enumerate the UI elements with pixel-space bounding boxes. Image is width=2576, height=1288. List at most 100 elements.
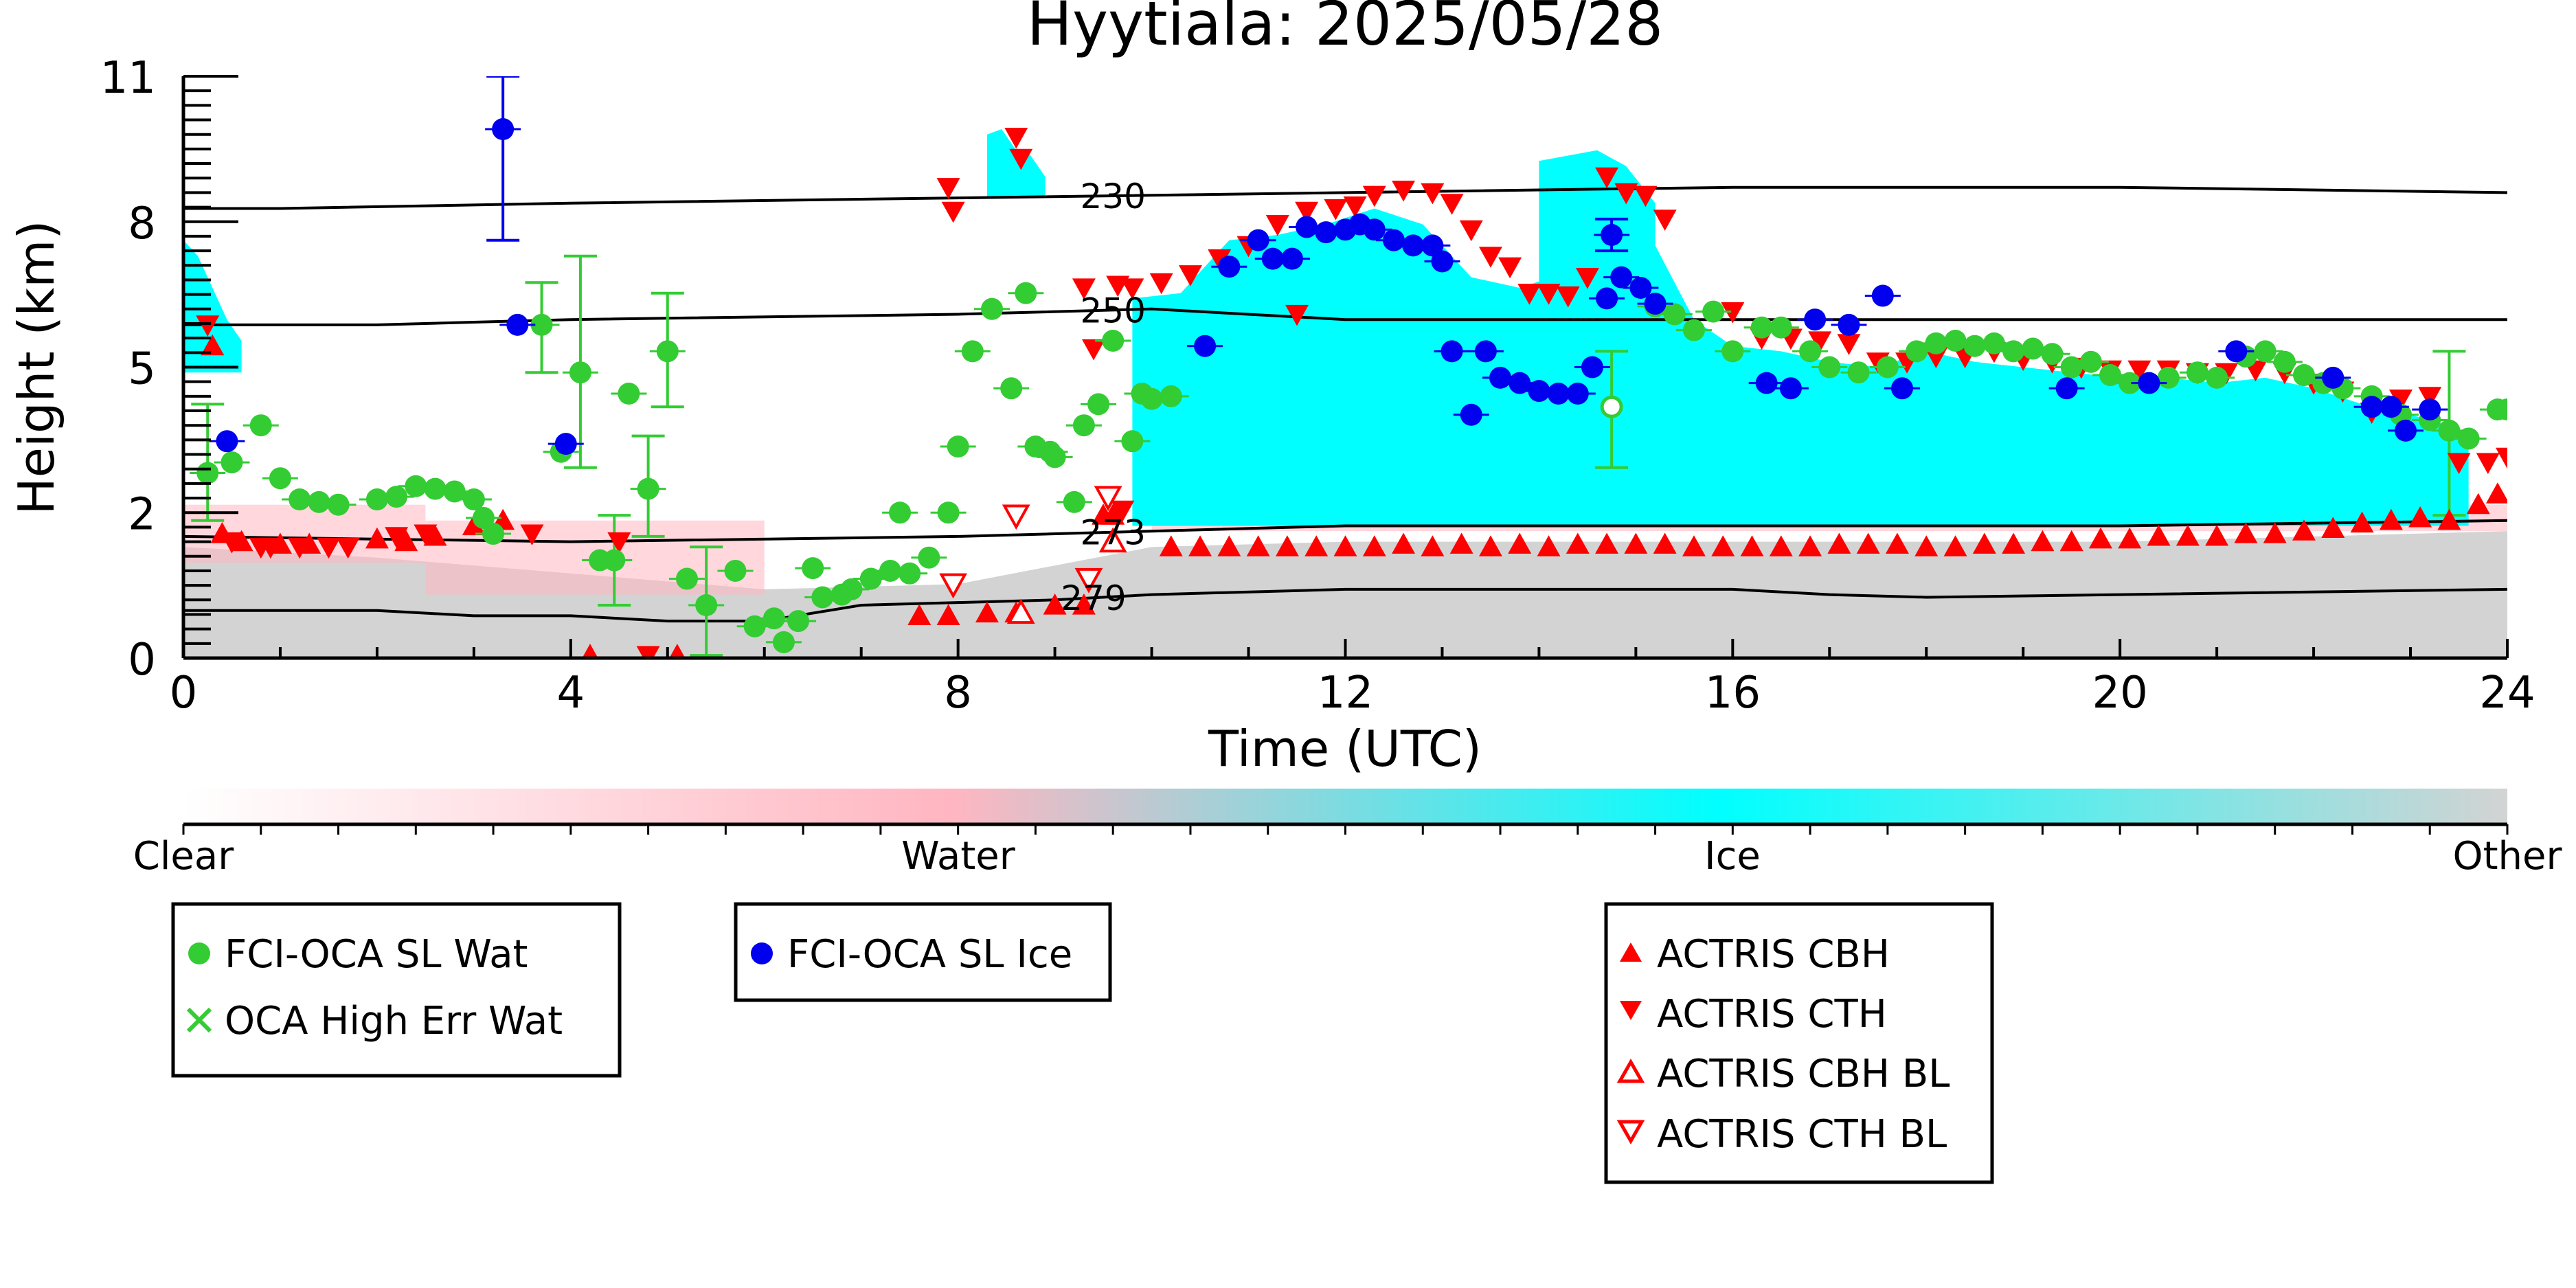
- data-point: [2457, 427, 2480, 450]
- legend-actris-cbh-bl-marker: [1616, 1058, 1645, 1083]
- data-point: [2496, 447, 2507, 469]
- data-point: [1421, 234, 1444, 257]
- data-point: [1489, 366, 1512, 389]
- data-point: [2388, 389, 2413, 411]
- data-point: [2118, 527, 2142, 549]
- data-point: [308, 490, 330, 513]
- data-point: [1043, 446, 1066, 468]
- data-point: [1159, 535, 1183, 556]
- data-point: [196, 462, 219, 484]
- data-point: [216, 430, 238, 453]
- data-point: [675, 567, 698, 590]
- data-point: [1315, 221, 1337, 244]
- data-point: [1188, 535, 1212, 556]
- data-point: [1285, 304, 1309, 326]
- data-point: [1682, 535, 1706, 556]
- data-point: [1280, 247, 1303, 270]
- data-point: [1972, 532, 1996, 554]
- data-point: [327, 493, 350, 516]
- data-point: [1614, 183, 1638, 205]
- isotherm-label: 273: [1080, 513, 1145, 553]
- data-point: [2419, 398, 2441, 421]
- data-point: [1575, 268, 1599, 289]
- data-point: [1944, 330, 1967, 352]
- data-point: [492, 118, 515, 140]
- data-point: [1798, 535, 1822, 556]
- data-point: [1600, 395, 1623, 418]
- data-point: [859, 567, 882, 590]
- data-point: [1624, 532, 1648, 554]
- data-point: [1601, 224, 1623, 246]
- data-point: [1595, 532, 1619, 554]
- data-point: [1072, 278, 1096, 300]
- x-tick-label: 16: [1705, 668, 1761, 719]
- data-point: [1856, 532, 1880, 554]
- data-point: [2055, 377, 2078, 400]
- legend-water-box: [171, 902, 622, 1078]
- data-point: [1963, 335, 1986, 357]
- data-point: [1556, 286, 1580, 308]
- data-point: [2496, 398, 2507, 421]
- data-point: [2127, 360, 2151, 382]
- data-point: [1074, 567, 1103, 594]
- data-point: [569, 361, 591, 384]
- data-point: [1218, 256, 1241, 278]
- data-point: [637, 477, 659, 500]
- data-point: [1343, 196, 1367, 218]
- data-point: [1474, 340, 1497, 363]
- chart-title: Hyytiala: 2025/05/28: [1027, 0, 1663, 59]
- data-point: [899, 562, 921, 585]
- x-tick-label: 0: [170, 668, 198, 719]
- data-point: [1363, 218, 1386, 241]
- data-point: [2408, 506, 2432, 528]
- legend-ice: FCI-OCA SL Ice: [734, 902, 1112, 1002]
- data-point: [196, 315, 220, 337]
- data-point: [1838, 313, 1860, 336]
- ice-class-region: [986, 129, 1046, 199]
- data-point: [1063, 490, 1085, 513]
- data-point: [1537, 284, 1561, 305]
- classification-background: [183, 129, 2507, 658]
- legend-water-circle-marker: [188, 942, 210, 964]
- data-point: [1653, 532, 1677, 554]
- data-point: [221, 451, 243, 474]
- data-point: [2379, 508, 2403, 530]
- data-point: [669, 644, 686, 658]
- data-point: [1871, 284, 1894, 307]
- data-point: [1362, 535, 1386, 556]
- data-point: [603, 549, 626, 572]
- data-point: [724, 559, 747, 582]
- data-point: [1478, 535, 1502, 556]
- isotherm-labels: 230 250 273 279: [1061, 177, 1146, 618]
- data-point: [1449, 532, 1473, 554]
- data-point: [1440, 194, 1464, 215]
- y-axis: 0 2 5 8 11: [100, 53, 238, 686]
- colorbar-ticks: [182, 824, 2509, 835]
- data-point: [1421, 535, 1445, 556]
- data-point: [1362, 185, 1386, 207]
- data-point: [1082, 339, 1106, 361]
- data-point: [2157, 366, 2180, 389]
- colorbar-label-other: Other: [2452, 834, 2562, 879]
- data-point: [1769, 535, 1793, 556]
- data-point: [1566, 532, 1590, 554]
- legend-water-label-high-err: OCA High Err Wat: [225, 999, 563, 1043]
- data-point: [472, 506, 495, 529]
- data-point: [787, 610, 810, 633]
- x-tick-label: 20: [2092, 668, 2147, 719]
- data-point: [1581, 356, 1603, 379]
- y-axis-label: Height (km): [8, 221, 65, 515]
- y-tick-label: 11: [100, 53, 156, 104]
- x-tick-label: 12: [1318, 668, 1373, 719]
- data-point: [1304, 535, 1329, 556]
- data-point: [1160, 385, 1182, 407]
- legend-actris: ACTRIS CBH ACTRIS CTH ACTRIS CBH BL ACTR…: [1604, 902, 1994, 1184]
- data-point: [554, 433, 577, 455]
- data-point: [365, 527, 389, 549]
- legend-water: FCI-OCA SL Wat OCA High Err Wat: [171, 902, 622, 1078]
- data-point: [1208, 249, 1232, 271]
- data-point: [1914, 535, 1939, 556]
- y-tick-label: 8: [128, 199, 156, 249]
- data-point: [1102, 330, 1125, 352]
- data-point: [1755, 372, 1778, 394]
